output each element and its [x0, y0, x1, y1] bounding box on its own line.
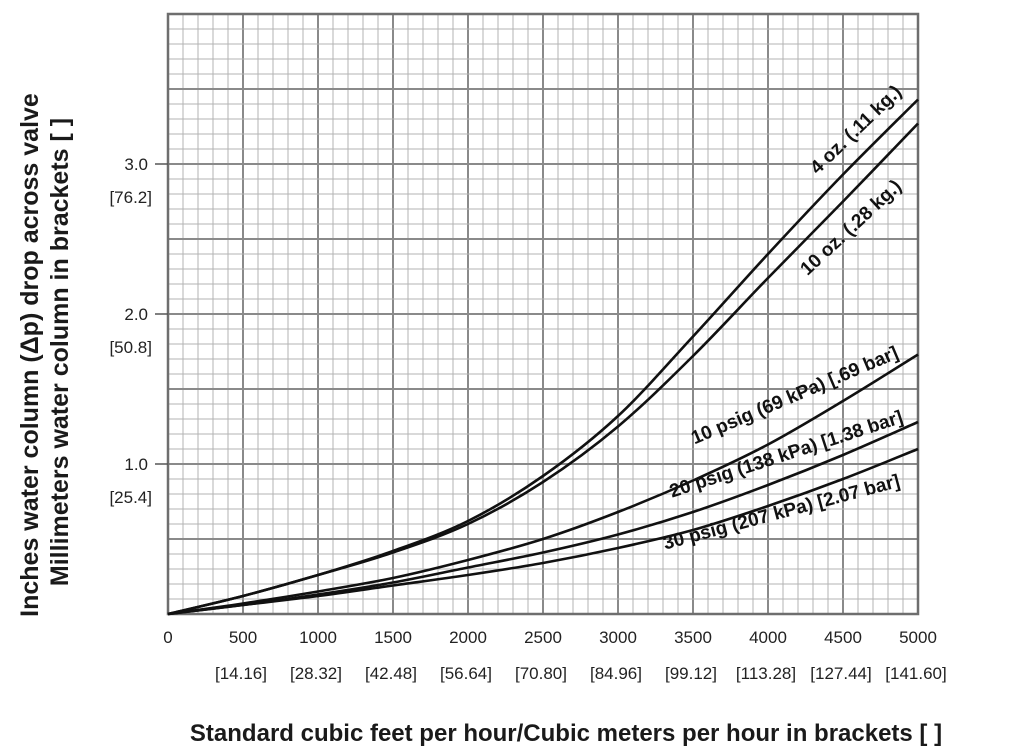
- x-tick-label: 3000: [599, 628, 637, 647]
- tick-labels: 0 500 1000 1500 2000 2500 3000 3500 4000 4500 5000…: [109, 155, 946, 683]
- x-tick-label-secondary: [70.80]: [515, 664, 567, 683]
- x-tick-label-secondary: [141.60]: [885, 664, 946, 683]
- x-tick-label-secondary: [42.48]: [365, 664, 417, 683]
- x-tick-label-secondary: [14.16]: [215, 664, 267, 683]
- x-tick-label: 500: [229, 628, 257, 647]
- x-tick-label: 0: [163, 628, 172, 647]
- x-tick-label: 2000: [449, 628, 487, 647]
- x-tick-label: 1000: [299, 628, 337, 647]
- y-tick-label: 3.0: [124, 155, 148, 174]
- x-tick-label-secondary: [99.12]: [665, 664, 717, 683]
- series-labels: 4 oz. (.11 kg.)10 oz. (.28 kg.)10 psig (…: [661, 81, 906, 554]
- x-tick-label-secondary: [84.96]: [590, 664, 642, 683]
- x-tick-label-secondary: [127.44]: [810, 664, 871, 683]
- y-axis-title-line1: Inches water column (Δp) drop across val…: [16, 93, 44, 617]
- grid: [166, 12, 920, 616]
- x-tick-label: 4000: [749, 628, 787, 647]
- x-tick-label: 1500: [374, 628, 412, 647]
- x-tick-label: 2500: [524, 628, 562, 647]
- series-line-1: [167, 122, 919, 616]
- x-tick-label-secondary: [56.64]: [440, 664, 492, 683]
- series-lines: [167, 98, 919, 616]
- x-tick-label-secondary: [28.32]: [290, 664, 342, 683]
- x-axis-title: Standard cubic feet per hour/Cubic meter…: [190, 720, 942, 747]
- y-axis-title-line2: Millimeters water column in brackets [ ]: [46, 118, 74, 586]
- x-tick-label: 4500: [824, 628, 862, 647]
- series-line-4: [167, 447, 919, 616]
- y-tick-label: 1.0: [124, 455, 148, 474]
- x-tick-label: 3500: [674, 628, 712, 647]
- series-line-2: [167, 353, 919, 616]
- y-tick-label-secondary: [50.8]: [109, 338, 152, 357]
- x-tick-label-secondary: [113.28]: [736, 664, 796, 683]
- x-tick-label: 5000: [899, 628, 937, 647]
- y-tick-label-secondary: [25.4]: [109, 488, 152, 507]
- y-tick-label-secondary: [76.2]: [109, 188, 152, 207]
- y-tick-label: 2.0: [124, 305, 148, 324]
